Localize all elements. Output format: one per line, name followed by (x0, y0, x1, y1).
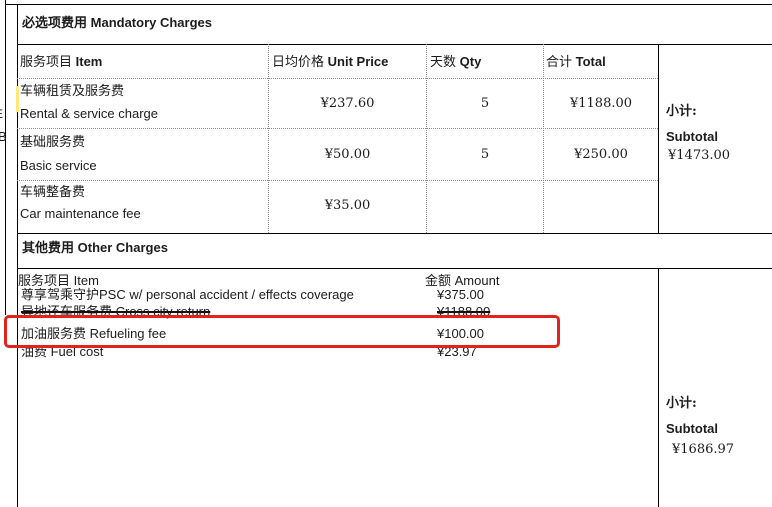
row-unit-price: ¥237.60 (320, 96, 375, 111)
column-header-qty-zh: 天数 (430, 55, 457, 70)
subtotal1-label-en: Subtotal (666, 129, 718, 144)
other-header-item: 服务项目 Item (18, 274, 99, 289)
column-header-total: 合计 Total (546, 55, 606, 70)
other-header-amount-zh: 金额 (425, 274, 452, 289)
row-item-name-zh: 车辆租赁及服务费 (20, 84, 125, 99)
other-row-item: 油费 Fuel cost (21, 344, 104, 359)
table-left-border (17, 4, 18, 507)
row1-divider (17, 128, 658, 129)
row-total: ¥250.00 (574, 147, 628, 162)
column-header-unit-price: 日均价格 Unit Price (272, 55, 388, 70)
column-header-total-zh: 合计 (546, 55, 573, 70)
clipped-text-fragment-upper: E (0, 107, 3, 121)
column-header-total-en: Total (575, 54, 606, 69)
other-row-item: 尊享驾乘守护PSC w/ personal accident / effects… (21, 287, 354, 302)
row2-divider (17, 180, 658, 181)
other-row-item-highlighted: 加油服务费 Refueling fee (21, 326, 167, 341)
other-header-amount-en: Amount (454, 273, 500, 288)
other-header-amount: 金额 Amount (425, 274, 499, 289)
row-item-name-en: Car maintenance fee (20, 206, 141, 221)
row-qty: 5 (480, 96, 490, 111)
subtotal2-label-en: Subtotal (666, 421, 718, 436)
other-header-item-zh: 服务项目 (18, 274, 71, 289)
left-partial-rule (5, 0, 6, 315)
section2-title-bottom-border (17, 268, 772, 269)
section1-title-bottom-border (17, 44, 772, 45)
section2-top-border (17, 233, 772, 234)
column-header-qty-en: Qty (459, 54, 482, 69)
section1-title-en: Mandatory Charges (90, 15, 213, 30)
section2-title: 其他费用 Other Charges (22, 241, 168, 256)
subtotal1-amount: ¥1473.00 (668, 148, 731, 163)
row-item-name-en: Rental & service charge (20, 106, 159, 121)
row-total: ¥1188.00 (569, 96, 633, 111)
subtotal1-label-zh: 小计: (666, 104, 697, 119)
row-item-name-zh: 基础服务费 (20, 135, 86, 150)
clipped-text-fragment-lower: B (0, 129, 7, 144)
subtotal-column-divider-bottom (658, 268, 659, 507)
other-row-amount-highlighted: ¥100.00 (437, 326, 484, 341)
column-header-qty: 天数 Qty (430, 55, 481, 70)
row-unit-price: ¥50.00 (324, 147, 371, 162)
row-item-name-en: Basic service (20, 158, 97, 173)
header-row-divider (17, 78, 658, 79)
column-header-unit-price-en: Unit Price (327, 54, 389, 69)
column-header-item-en: Item (75, 54, 103, 69)
subtotal-column-divider-top (658, 44, 659, 233)
other-header-item-en: Item (73, 273, 99, 288)
row-item-name-zh: 车辆整备费 (20, 185, 86, 200)
section1-title-zh: 必选项费用 (22, 16, 88, 31)
section1-title: 必选项费用 Mandatory Charges (22, 16, 212, 31)
other-row-amount: ¥375.00 (437, 287, 484, 302)
subtotal2-amount: ¥1686.97 (672, 442, 735, 457)
row-qty: 5 (480, 147, 490, 162)
section2-title-en: Other Charges (77, 240, 168, 255)
other-row-amount-struck: ¥1188.00 (437, 304, 491, 319)
subtotal2-label-zh: 小计: (666, 396, 697, 411)
section2-title-zh: 其他费用 (22, 241, 75, 256)
unitprice-qty-divider (426, 44, 427, 233)
column-header-unit-price-zh: 日均价格 (272, 55, 325, 70)
column-header-item-zh: 服务项目 (20, 55, 73, 70)
item-unitprice-divider (268, 44, 269, 233)
qty-total-divider (543, 44, 544, 233)
table-top-border (5, 4, 772, 5)
yellow-marker-sliver (16, 86, 19, 112)
row-unit-price: ¥35.00 (324, 198, 371, 213)
other-row-item-struck: 异地还车服务费 Cross city return (21, 304, 211, 319)
other-row-amount: ¥23.97 (437, 344, 477, 359)
column-header-item: 服务项目 Item (20, 55, 102, 70)
